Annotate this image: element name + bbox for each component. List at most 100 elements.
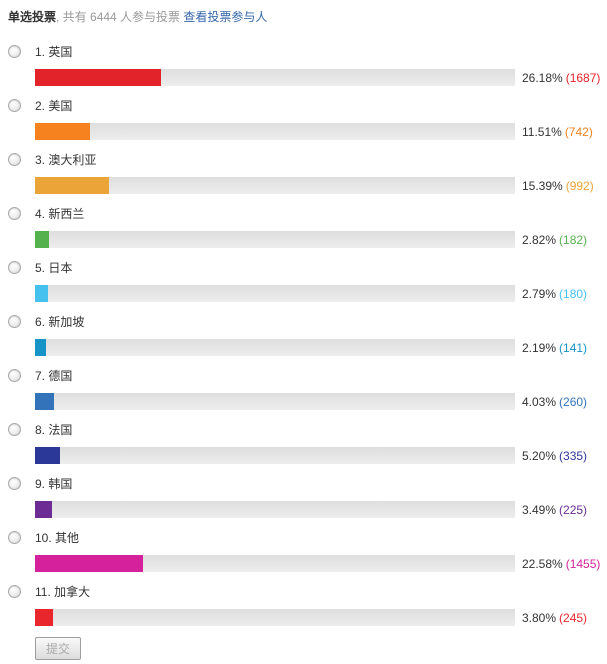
vote-bar-track xyxy=(35,285,515,302)
submit-button[interactable]: 提交 xyxy=(35,637,82,660)
vote-bar-fill xyxy=(35,339,46,356)
vote-result-text: 22.58% (1455) xyxy=(522,557,600,571)
vote-result-text: 26.18% (1687) xyxy=(522,71,600,85)
option-head-row: 3. 澳大利亚 xyxy=(8,151,599,167)
option-label[interactable]: 6. 新加坡 xyxy=(35,314,85,329)
vote-percent: 2.19% xyxy=(522,340,557,355)
vote-percent: 5.20% xyxy=(522,448,557,463)
vote-result-text: 2.82% (182) xyxy=(522,233,587,247)
vote-bar-fill xyxy=(35,285,49,302)
option-result-row: 15.39% (992) xyxy=(35,177,599,194)
vote-count: (180) xyxy=(559,286,588,301)
option-result-row: 4.03% (260) xyxy=(35,393,599,410)
vote-bar-fill xyxy=(35,555,144,572)
radio-button[interactable] xyxy=(8,584,21,598)
radio-button[interactable] xyxy=(8,368,21,382)
option-result-row: 2.79% (180) xyxy=(35,285,599,302)
option-head-row: 11. 加拿大 xyxy=(8,583,599,599)
radio-button[interactable] xyxy=(8,422,21,436)
radio-button[interactable] xyxy=(8,476,21,490)
vote-bar-track xyxy=(35,339,515,356)
poll-option: 8. 法国 5.20% (335) xyxy=(8,421,599,464)
vote-result-text: 11.51% (742) xyxy=(522,125,593,139)
poll-options: 1. 英国 26.18% (1687) 2. 美国 11.51% (742) xyxy=(8,43,600,626)
vote-bar-fill xyxy=(35,177,109,194)
option-result-row: 22.58% (1455) xyxy=(35,555,600,572)
vote-bar-track xyxy=(35,501,515,518)
radio-button[interactable] xyxy=(8,206,21,220)
option-head-row: 10. 其他 xyxy=(8,529,599,545)
vote-result-text: 3.49% (225) xyxy=(522,503,587,517)
vote-result-text: 3.80% (245) xyxy=(522,611,587,625)
poll-option: 5. 日本 2.79% (180) xyxy=(8,259,599,302)
option-label[interactable]: 5. 日本 xyxy=(35,260,73,275)
poll-option: 7. 德国 4.03% (260) xyxy=(8,367,599,410)
vote-bar-track xyxy=(35,177,515,194)
option-result-row: 11.51% (742) xyxy=(35,123,599,140)
radio-button[interactable] xyxy=(8,260,21,274)
radio-button[interactable] xyxy=(8,152,21,166)
vote-percent: 15.39% xyxy=(522,178,563,193)
option-label[interactable]: 2. 美国 xyxy=(35,98,73,113)
vote-percent: 26.18% xyxy=(522,70,563,85)
option-label[interactable]: 7. 德国 xyxy=(35,368,73,383)
vote-bar-track xyxy=(35,555,515,572)
poll-option: 10. 其他 22.58% (1455) xyxy=(8,529,600,572)
vote-bar-fill xyxy=(35,123,91,140)
poll-option: 11. 加拿大 3.80% (245) xyxy=(8,583,599,626)
vote-result-text: 2.79% (180) xyxy=(522,287,587,301)
vote-result-text: 4.03% (260) xyxy=(522,395,587,409)
option-result-row: 26.18% (1687) xyxy=(35,69,600,86)
vote-percent: 3.49% xyxy=(522,502,557,517)
vote-bar-track xyxy=(35,231,515,248)
vote-percent: 2.82% xyxy=(522,232,557,247)
vote-count: (335) xyxy=(559,448,588,463)
vote-count: (141) xyxy=(559,340,588,355)
vote-count: (1687) xyxy=(565,70,601,85)
option-label[interactable]: 10. 其他 xyxy=(35,530,80,545)
option-head-row: 5. 日本 xyxy=(8,259,599,275)
vote-bar-fill xyxy=(35,501,52,518)
option-result-row: 2.82% (182) xyxy=(35,231,599,248)
poll-option: 2. 美国 11.51% (742) xyxy=(8,97,599,140)
radio-button[interactable] xyxy=(8,98,21,112)
option-head-row: 1. 英国 xyxy=(8,43,599,59)
option-label[interactable]: 11. 加拿大 xyxy=(35,584,91,599)
option-head-row: 9. 韩国 xyxy=(8,475,599,491)
radio-button[interactable] xyxy=(8,44,21,58)
vote-bar-fill xyxy=(35,393,55,410)
option-head-row: 6. 新加坡 xyxy=(8,313,599,329)
poll-option: 6. 新加坡 2.19% (141) xyxy=(8,313,599,356)
vote-bar-fill xyxy=(35,609,54,626)
vote-bar-track xyxy=(35,609,515,626)
option-label[interactable]: 3. 澳大利亚 xyxy=(35,152,97,167)
poll-option: 1. 英国 26.18% (1687) xyxy=(8,43,600,86)
vote-percent: 22.58% xyxy=(522,556,563,571)
vote-count: (182) xyxy=(559,232,588,247)
poll-option: 3. 澳大利亚 15.39% (992) xyxy=(8,151,599,194)
option-label[interactable]: 4. 新西兰 xyxy=(35,206,85,221)
option-head-row: 4. 新西兰 xyxy=(8,205,599,221)
vote-percent: 3.80% xyxy=(522,610,557,625)
option-result-row: 5.20% (335) xyxy=(35,447,599,464)
poll-participation-text: , 共有 6444 人参与投票 xyxy=(56,10,181,24)
vote-count: (260) xyxy=(559,394,588,409)
radio-button[interactable] xyxy=(8,314,21,328)
vote-count: (225) xyxy=(559,502,588,517)
option-label[interactable]: 9. 韩国 xyxy=(35,476,73,491)
vote-bar-fill xyxy=(35,69,161,86)
option-result-row: 2.19% (141) xyxy=(35,339,599,356)
vote-bar-fill xyxy=(35,231,49,248)
vote-bar-track xyxy=(35,69,515,86)
vote-bar-track xyxy=(35,447,515,464)
vote-percent: 11.51% xyxy=(522,124,562,139)
option-label[interactable]: 8. 法国 xyxy=(35,422,73,437)
view-voters-link[interactable]: 查看投票参与人 xyxy=(183,10,268,24)
option-head-row: 8. 法国 xyxy=(8,421,599,437)
option-result-row: 3.49% (225) xyxy=(35,501,599,518)
option-label[interactable]: 1. 英国 xyxy=(35,44,73,59)
poll-type-title: 单选投票 xyxy=(8,10,57,24)
radio-button[interactable] xyxy=(8,530,21,544)
option-head-row: 2. 美国 xyxy=(8,97,599,113)
